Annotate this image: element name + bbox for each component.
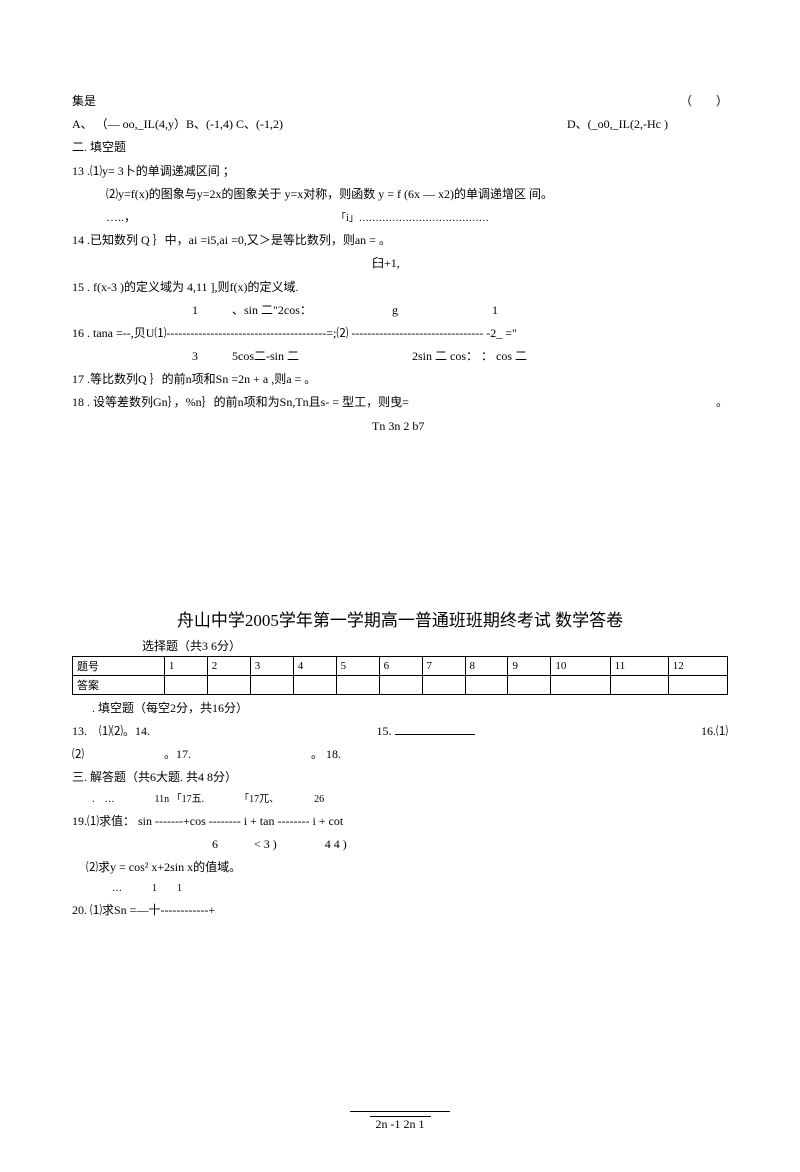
- ans-6[interactable]: [379, 675, 422, 694]
- row-16-18: ⑵ 。17. 。 18.: [72, 745, 728, 764]
- q16-bot-row: 3 5cos二-sin 二 2sin 二 cos： ： cos 二: [72, 347, 728, 366]
- th-12: 12: [668, 656, 727, 675]
- q16-top-row: 1 、sin 二"2cos： g 1: [72, 301, 728, 320]
- ans-4[interactable]: [293, 675, 336, 694]
- q16-2sincos: 2sin 二 cos： ： cos 二: [412, 347, 527, 366]
- option-d: D、(_o0,_IL(2,-Hc ): [567, 115, 668, 134]
- th-10: 10: [551, 656, 610, 675]
- q13-dots: …..，: [106, 208, 136, 227]
- page-container: 集是 （ ） A、 （— oo,_IL(4,y）B、(-1,4) C、(-1,2…: [0, 0, 800, 1172]
- th-6: 6: [379, 656, 422, 675]
- r15-wrap: 15.: [377, 722, 475, 741]
- th-0: 题号: [73, 656, 165, 675]
- th-4: 4: [293, 656, 336, 675]
- options-row: A、 （— oo,_IL(4,y）B、(-1,4) C、(-1,2) D、(_o…: [72, 115, 728, 134]
- q13-part3-row: …..， 「i」…………………………………: [72, 208, 728, 227]
- r18: 。 18.: [311, 745, 341, 764]
- ans-label: 答案: [73, 675, 165, 694]
- table-header-row: 题号 1 2 3 4 5 6 7 8 9 10 11 12: [73, 656, 728, 675]
- q18b: Tn 3n 2 b7: [372, 417, 728, 436]
- th-8: 8: [465, 656, 508, 675]
- q19: 19.⑴求值： sin -------+cos -------- i + tan…: [72, 812, 728, 831]
- q18-period: 。: [716, 393, 728, 412]
- q20-top: … 1 1: [112, 881, 728, 897]
- bottom-fraction: 2n -1 2n 1: [72, 1100, 728, 1132]
- q13-bracket: 「i」…………………………………: [336, 211, 489, 227]
- r15: 15.: [377, 724, 392, 738]
- th-1: 1: [164, 656, 207, 675]
- frac-bottom: 2n -1 2n 1: [370, 1116, 431, 1132]
- ans-2[interactable]: [207, 675, 250, 694]
- q18: 18 . 设等差数列Gn｝，%n｝的前n项和为Sn,Tn且s- = 型工，则曳=: [72, 393, 409, 412]
- row-13-15: 13. ⑴⑵。14. 15. 16.⑴: [72, 722, 728, 741]
- th-3: 3: [250, 656, 293, 675]
- r16-1: 16.⑴: [701, 722, 728, 741]
- q19-bot: 6 < 3 ) 4 4 ): [212, 835, 728, 854]
- q16-5cos: 5cos二-sin 二: [232, 347, 412, 366]
- ans-12[interactable]: [668, 675, 727, 694]
- th-5: 5: [336, 656, 379, 675]
- q20: 20. ⑴求Sn =—十------------+: [72, 901, 728, 920]
- q13-part1: 13 .⑴y= 3卜的单调递减区间 ；: [72, 162, 728, 181]
- q13-part2: ⑵y=f(x)的图象与y=2x的图象关于 y=x对称，则函数 y = f (6x…: [106, 185, 728, 204]
- th-9: 9: [508, 656, 551, 675]
- ans-5[interactable]: [336, 675, 379, 694]
- select-heading: 选择题（共3 6分）: [142, 637, 728, 654]
- q16-1: 1: [192, 301, 232, 320]
- r13: 13. ⑴⑵。14.: [72, 722, 150, 741]
- q16-1b: 1: [492, 301, 498, 320]
- q16-g: g: [392, 301, 492, 320]
- th-11: 11: [610, 656, 668, 675]
- section-3-title: 三. 解答题（共6大题. 共4 8分）: [72, 768, 728, 787]
- q16-sin2cos: 、sin 二"2cos：: [232, 301, 392, 320]
- line-jishi: 集是 （ ）: [72, 92, 728, 111]
- q17: 17 .等比数列Q ｝的前n项和Sn =2n + a ,则a = 。: [72, 370, 728, 389]
- ans-8[interactable]: [465, 675, 508, 694]
- ans-11[interactable]: [610, 675, 668, 694]
- q16-main: 16 . tana =--,贝U⑴-----------------------…: [72, 324, 728, 343]
- q15: 15 . f(x-3 )的定义域为 4,11 ],则f(x)的定义域.: [72, 278, 728, 297]
- section-2-title: 二. 填空题: [72, 138, 728, 157]
- exam-title: 舟山中学2005学年第一学期高一普通班班期终考试 数学答卷: [72, 606, 728, 631]
- ans-3[interactable]: [250, 675, 293, 694]
- r17: 。17.: [164, 745, 191, 764]
- ans-7[interactable]: [422, 675, 465, 694]
- th-7: 7: [422, 656, 465, 675]
- q14: 14 .已知数列 Q ｝中，ai =i5,ai =0,又＞是等比数列，则an =…: [72, 231, 728, 250]
- answer-table: 题号 1 2 3 4 5 6 7 8 9 10 11 12 答案: [72, 656, 728, 695]
- ans-10[interactable]: [551, 675, 610, 694]
- q16-3: 3: [192, 347, 232, 366]
- r16-2: ⑵: [72, 745, 84, 764]
- blank-15[interactable]: [395, 723, 475, 735]
- option-abc: A、 （— oo,_IL(4,y）B、(-1,4) C、(-1,2): [72, 115, 283, 134]
- q18-row: 18 . 设等差数列Gn｝，%n｝的前n项和为Sn,Tn且s- = 型工，则曳=…: [72, 393, 728, 412]
- q19-top: . … 11n 「17五. 「17兀、 26: [92, 792, 728, 808]
- q19-part2: ⑵求y = cos² x+2sin x的值域。: [86, 858, 728, 877]
- q14b: 臼+1,: [372, 254, 728, 273]
- ans-1[interactable]: [164, 675, 207, 694]
- table-answer-row: 答案: [73, 675, 728, 694]
- th-2: 2: [207, 656, 250, 675]
- text-jishi: 集是: [72, 92, 96, 111]
- ans-9[interactable]: [508, 675, 551, 694]
- q19-bot-text: 6 < 3 ) 4 4 ): [212, 837, 347, 851]
- fill-heading: . 填空题（每空2分，共16分）: [92, 699, 728, 718]
- paren-blank: （ ）: [680, 92, 728, 111]
- frac-top-blank: [350, 1100, 450, 1112]
